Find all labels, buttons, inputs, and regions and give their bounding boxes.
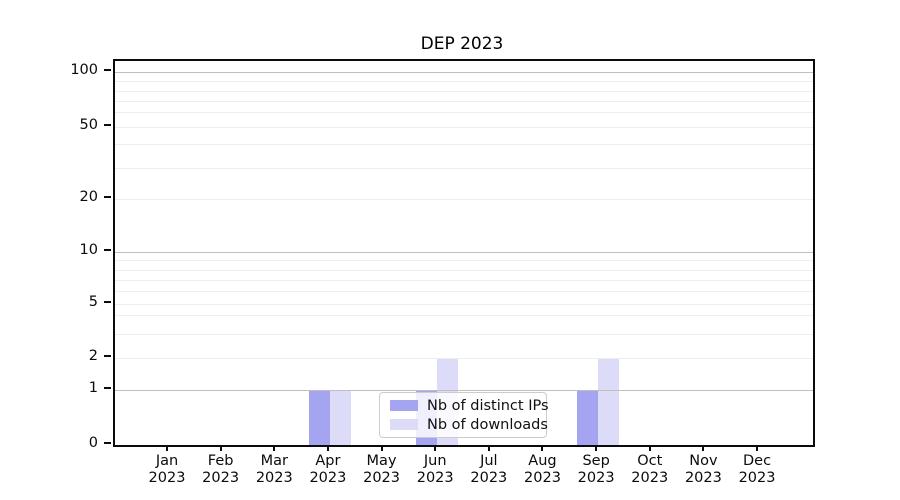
gridline-y-80 (115, 91, 813, 92)
gridline-y-7 (115, 280, 813, 281)
x-tick-label: Jul 2023 (470, 453, 508, 486)
x-tick-label: Apr 2023 (309, 453, 347, 486)
y-tick-mark (104, 387, 111, 389)
y-tick-mark (104, 355, 111, 357)
gridline-y-1 (115, 390, 813, 391)
y-tick-label: 0 (88, 435, 98, 451)
y-tick-label: 10 (79, 242, 98, 258)
y-tick-label: 50 (79, 117, 98, 133)
legend: Nb of distinct IPs Nb of downloads (379, 392, 549, 438)
x-tick-mark (273, 445, 276, 451)
x-tick-mark (702, 445, 705, 451)
x-tick-label: Mar 2023 (255, 453, 293, 486)
gridline-y-50 (115, 127, 813, 128)
x-tick-label: Jan 2023 (148, 453, 186, 486)
y-tick-label: 1 (88, 380, 98, 396)
gridline-y-8 (115, 270, 813, 271)
x-tick-mark (434, 445, 437, 451)
gridline-y-40 (115, 144, 813, 145)
x-tick-label: Oct 2023 (631, 453, 669, 486)
y-tick-label: 100 (70, 62, 98, 78)
y-tick-mark (104, 442, 111, 444)
legend-label: Nb of distinct IPs (427, 397, 549, 414)
gridline-y-4 (115, 315, 813, 316)
x-tick-mark (166, 445, 168, 451)
x-tick-mark (756, 445, 759, 451)
y-tick-label: 5 (88, 294, 98, 310)
y-tick-label: 20 (79, 189, 98, 205)
legend-swatch-icon (390, 400, 418, 411)
x-tick-mark (326, 445, 329, 451)
legend-item: Nb of distinct IPs (390, 397, 549, 414)
chart-title: DEP 2023 (420, 34, 504, 54)
gridline-y-20 (115, 199, 813, 200)
gridline-y-10 (115, 252, 813, 253)
gridline-y-90 (115, 81, 813, 82)
legend-item: Nb of downloads (390, 416, 548, 433)
x-tick-mark (380, 445, 383, 451)
gridline-y-100 (115, 72, 813, 73)
y-tick-mark (104, 124, 111, 126)
y-tick-mark (104, 69, 111, 71)
y-tick-mark (104, 301, 111, 303)
x-tick-mark (648, 445, 651, 451)
x-tick-mark (541, 445, 544, 451)
x-tick-label: Aug 2023 (524, 453, 561, 486)
legend-swatch-icon (390, 419, 418, 430)
gridline-y-2 (115, 358, 813, 359)
x-tick-label: Nov 2023 (684, 453, 722, 486)
gridline-y-9 (115, 260, 813, 261)
x-tick-label: Dec 2023 (738, 453, 776, 486)
bar-downloads-sep (598, 358, 620, 445)
x-tick-mark (487, 445, 490, 451)
x-tick-label: Sep 2023 (577, 453, 615, 486)
gridline-y-60 (115, 112, 813, 113)
y-tick-mark (104, 249, 111, 251)
gridline-y-30 (115, 168, 813, 169)
plot-area: Nb of distinct IPs Nb of downloads (113, 59, 815, 447)
gridline-y-70 (115, 101, 813, 102)
y-tick-label: 2 (88, 348, 98, 364)
gridline-y-3 (115, 334, 813, 335)
gridline-y-6 (115, 291, 813, 292)
x-tick-label: Feb 2023 (202, 453, 240, 486)
x-tick-mark (219, 445, 222, 451)
legend-label: Nb of downloads (427, 416, 548, 433)
bar-distinct-ips-apr (308, 390, 330, 445)
x-tick-mark (595, 445, 598, 451)
gridline-y-5 (115, 304, 813, 305)
bar-downloads-apr (329, 390, 351, 445)
y-tick-mark (104, 196, 111, 198)
x-tick-label: Jun 2023 (416, 453, 454, 486)
x-tick-label: May 2023 (363, 453, 400, 486)
bar-distinct-ips-sep (577, 390, 599, 445)
